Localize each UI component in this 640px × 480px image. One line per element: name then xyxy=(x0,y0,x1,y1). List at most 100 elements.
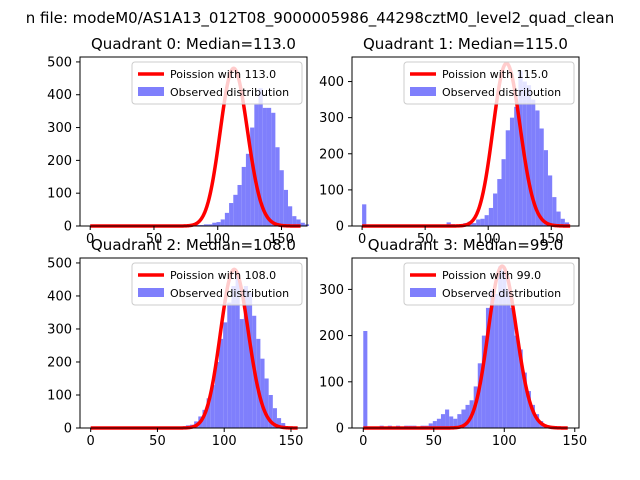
y-tick-label: 400 xyxy=(47,88,72,103)
legend: Poission with 99.0 Observed distribution xyxy=(403,262,575,306)
legend: Poission with 113.0 Observed distribution xyxy=(131,61,303,105)
histogram-bar xyxy=(272,408,277,428)
legend-box xyxy=(131,61,303,105)
x-tick-label: 50 xyxy=(426,434,443,449)
histogram-bar xyxy=(543,150,548,226)
histogram-bar xyxy=(258,88,263,226)
legend-box xyxy=(403,262,575,306)
y-tick-label: 200 xyxy=(319,147,344,162)
histogram-bar xyxy=(229,203,234,226)
histogram-bar xyxy=(266,107,272,226)
y-tick-label: 100 xyxy=(47,388,72,403)
histogram-bar xyxy=(296,219,301,226)
subplot-quadrant-2: 0 50 100 150 0 100 200 300 400 500 Quadrant 2: Med… xyxy=(47,236,308,449)
histogram-bar xyxy=(445,409,450,428)
histogram-bar xyxy=(231,286,236,428)
histogram-bar xyxy=(239,319,244,428)
histogram-bar xyxy=(514,106,519,226)
histogram-bar xyxy=(477,363,482,428)
histogram-bar xyxy=(436,418,441,428)
y-tick-label: 200 xyxy=(47,154,72,169)
y-tick-label: 200 xyxy=(319,329,344,344)
histogram-bar xyxy=(279,170,284,226)
histogram-bar xyxy=(210,385,215,428)
y-tick-label: 100 xyxy=(47,187,72,202)
histogram-bar xyxy=(292,216,297,226)
subplot-title: Quadrant 1: Median=115.0 xyxy=(363,35,568,53)
histogram-bar xyxy=(271,112,276,226)
histogram-bar xyxy=(208,224,213,226)
subplot-quadrant-1: 0 50 100 150 0 100 200 300 400 Quadrant 1: Median… xyxy=(319,35,580,247)
histogram-bar xyxy=(247,292,253,428)
x-tick-label: 50 xyxy=(146,232,163,247)
x-tick-label: 50 xyxy=(417,232,434,247)
histogram-bar xyxy=(262,107,267,226)
histogram-bar xyxy=(564,222,570,226)
figure-suptitle: n file: modeM0/AS1A13_012T08_9000005986_… xyxy=(26,9,615,28)
histogram-bar xyxy=(535,110,540,226)
histogram-bar xyxy=(245,153,251,226)
histogram-bar xyxy=(216,222,221,226)
y-tick-label: 200 xyxy=(47,355,72,370)
histogram-bar xyxy=(488,207,494,226)
histogram-bar xyxy=(530,404,536,428)
y-tick-label: 0 xyxy=(336,220,344,235)
x-tick-label: 100 xyxy=(212,434,237,449)
histogram-bar xyxy=(531,99,536,226)
legend-observed-label: Observed distribution xyxy=(170,287,289,300)
histogram-bar xyxy=(493,193,498,226)
histogram-bar xyxy=(276,418,282,428)
y-tick-label: 300 xyxy=(47,322,72,337)
axes-frame xyxy=(79,257,308,429)
subplot-title: Quadrant 2: Median=108.0 xyxy=(91,236,296,254)
histogram-bar xyxy=(457,414,462,428)
histogram-bar xyxy=(510,307,515,428)
histogram-bar xyxy=(471,223,477,226)
histogram-bar xyxy=(560,218,565,226)
y-tick-label: 300 xyxy=(47,121,72,136)
histogram-bar xyxy=(260,358,265,428)
legend-observed-label: Observed distribution xyxy=(170,86,289,99)
histogram-bar xyxy=(224,212,230,226)
x-tick-label: 0 xyxy=(87,434,95,449)
y-tick-label: 400 xyxy=(319,75,344,90)
x-tick-label: 100 xyxy=(492,434,517,449)
histogram-bar xyxy=(440,414,446,428)
histogram-bar xyxy=(494,294,499,428)
y-tick-label: 500 xyxy=(47,55,72,70)
subplot-title: Quadrant 0: Median=113.0 xyxy=(91,35,296,53)
histogram-bar xyxy=(241,166,246,226)
histogram-bar xyxy=(481,335,486,428)
axes-frame xyxy=(79,56,308,227)
histogram-bar xyxy=(502,270,507,428)
x-tick-label: 100 xyxy=(205,232,230,247)
histogram-bar xyxy=(526,391,531,428)
histogram-bar xyxy=(453,418,458,428)
histogram-bar xyxy=(275,147,280,226)
histogram-bar xyxy=(223,322,228,428)
histogram-bar xyxy=(287,206,293,226)
histogram-bar xyxy=(461,409,466,428)
histogram-bar xyxy=(497,179,502,226)
histogram-bar xyxy=(547,175,553,226)
axes-frame xyxy=(351,56,580,227)
histogram-bar xyxy=(490,289,495,428)
histogram-bar xyxy=(465,404,470,428)
histogram-bar xyxy=(227,302,232,428)
histogram-bar xyxy=(522,372,527,428)
histogram-bar xyxy=(206,398,211,428)
x-tick-label: 150 xyxy=(562,434,587,449)
y-tick-label: 100 xyxy=(319,183,344,198)
legend: Poission with 108.0 Observed distribution xyxy=(131,262,303,306)
histogram-bar xyxy=(476,219,481,226)
histogram-bar xyxy=(514,335,519,428)
histogram-bar xyxy=(283,189,288,226)
subplot-quadrant-3: 0 50 100 150 0 100 200 300 Quadrant 3: Median=99… xyxy=(319,236,587,449)
x-tick-label: 150 xyxy=(279,434,304,449)
histogram-bar xyxy=(480,218,485,226)
legend-poisson-label: Poission with 115.0 xyxy=(442,68,548,81)
histogram-bar xyxy=(268,394,273,428)
histogram-bar xyxy=(485,307,491,428)
histogram-bar xyxy=(552,197,557,226)
